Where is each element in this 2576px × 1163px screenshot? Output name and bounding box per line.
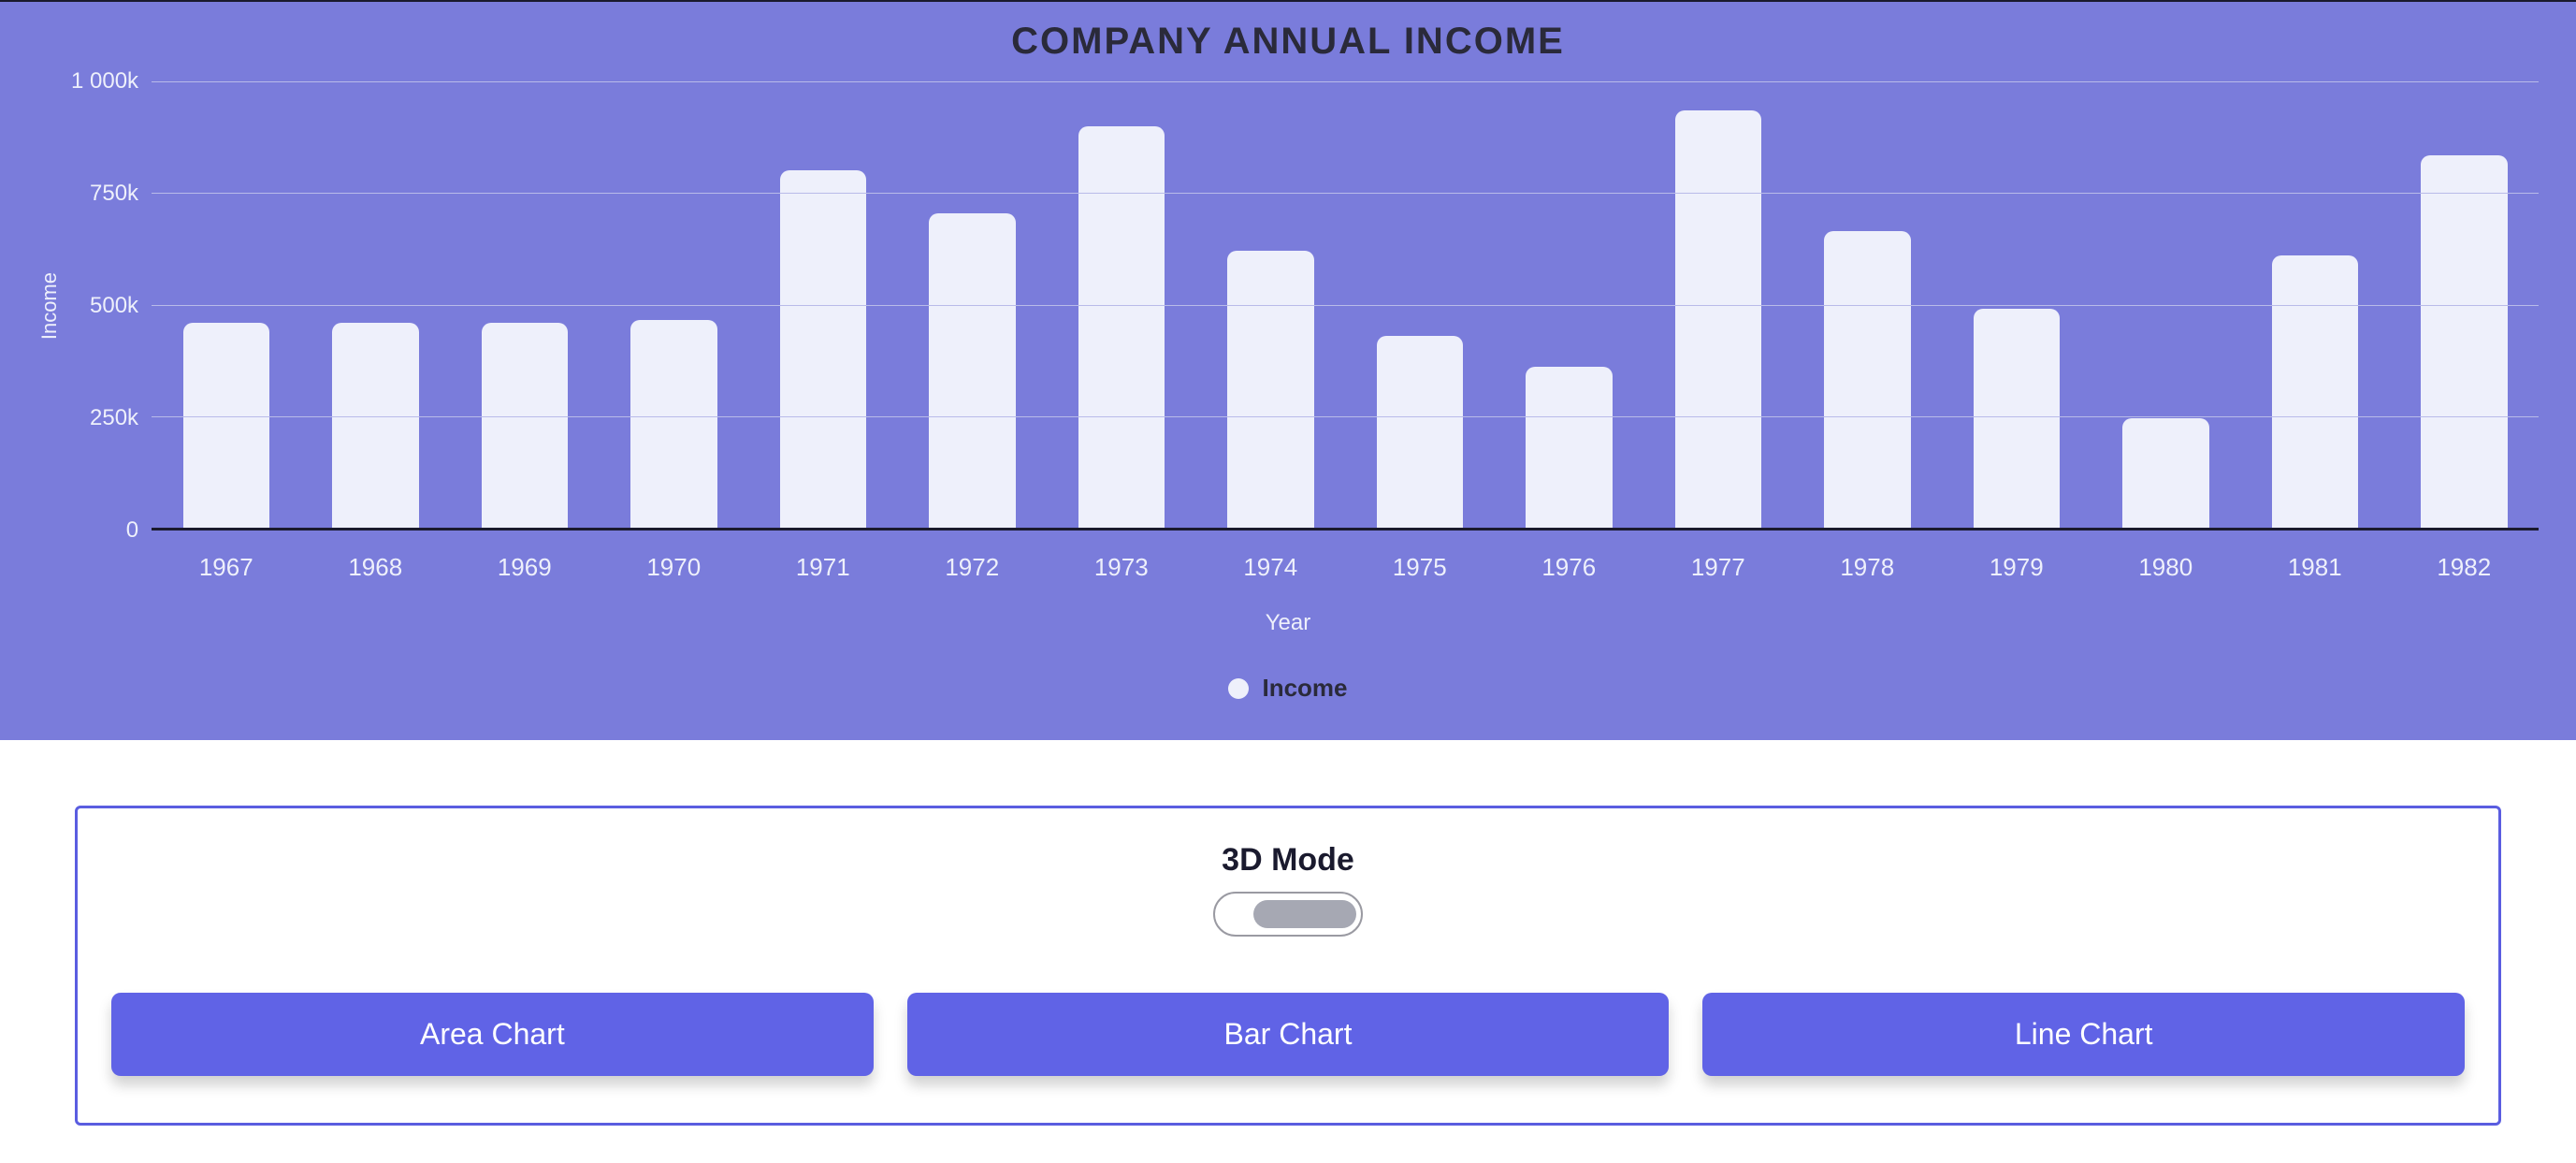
bar-chart-button[interactable]: Bar Chart [907, 993, 1670, 1076]
bar[interactable] [2122, 418, 2209, 528]
x-tick: 1981 [2240, 553, 2390, 582]
bar[interactable] [630, 320, 717, 528]
mode-label: 3D Mode [111, 842, 2465, 879]
area-chart-button[interactable]: Area Chart [111, 993, 874, 1076]
mode-toggle[interactable] [1213, 892, 1363, 937]
x-tick: 1974 [1196, 553, 1346, 582]
legend-label: Income [1262, 674, 1347, 703]
gridline [152, 305, 2539, 306]
x-tick: 1982 [2390, 553, 2540, 582]
bar[interactable] [1377, 336, 1464, 528]
line-chart-button[interactable]: Line Chart [1702, 993, 2465, 1076]
x-tick: 1980 [2091, 553, 2241, 582]
x-tick: 1969 [450, 553, 600, 582]
bar[interactable] [1675, 110, 1762, 528]
chart-type-buttons: Area Chart Bar Chart Line Chart [111, 993, 2465, 1076]
x-axis-label: Year [37, 610, 2539, 636]
x-tick: 1973 [1047, 553, 1196, 582]
chart-body: Income 1 000k750k500k250k0 [37, 81, 2539, 531]
x-tick: 1971 [748, 553, 898, 582]
bar[interactable] [1974, 309, 2061, 528]
bar[interactable] [2421, 155, 2508, 528]
x-tick: 1968 [301, 553, 451, 582]
controls-panel: 3D Mode Area Chart Bar Chart Line Chart [75, 806, 2501, 1126]
gridline [152, 416, 2539, 417]
x-axis-ticks: 1967196819691970197119721973197419751976… [37, 531, 2539, 582]
legend: Income [37, 674, 2539, 703]
legend-dot-icon [1228, 678, 1249, 699]
bar[interactable] [2272, 255, 2359, 528]
bar[interactable] [482, 323, 569, 528]
x-tick: 1976 [1495, 553, 1644, 582]
x-tick: 1979 [1942, 553, 2091, 582]
gridline [152, 193, 2539, 194]
bar[interactable] [1824, 231, 1911, 528]
bar[interactable] [183, 323, 270, 528]
bar[interactable] [1526, 367, 1613, 528]
bar[interactable] [1227, 251, 1314, 528]
plot-area [152, 81, 2539, 531]
y-axis-ticks: 1 000k750k500k250k0 [71, 81, 152, 531]
chart-panel: COMPANY ANNUAL INCOME Income 1 000k750k5… [0, 0, 2576, 740]
x-tick: 1970 [600, 553, 749, 582]
toggle-knob [1253, 900, 1356, 928]
x-tick: 1977 [1643, 553, 1793, 582]
x-tick: 1978 [1793, 553, 1943, 582]
chart-title: COMPANY ANNUAL INCOME [37, 21, 2539, 63]
bar[interactable] [332, 323, 419, 528]
y-axis-label: Income [37, 272, 62, 340]
gridline [152, 81, 2539, 82]
bar[interactable] [780, 170, 867, 528]
bar[interactable] [1078, 126, 1165, 528]
x-tick: 1972 [898, 553, 1048, 582]
x-tick: 1967 [152, 553, 301, 582]
bar[interactable] [929, 213, 1016, 528]
x-tick: 1975 [1345, 553, 1495, 582]
